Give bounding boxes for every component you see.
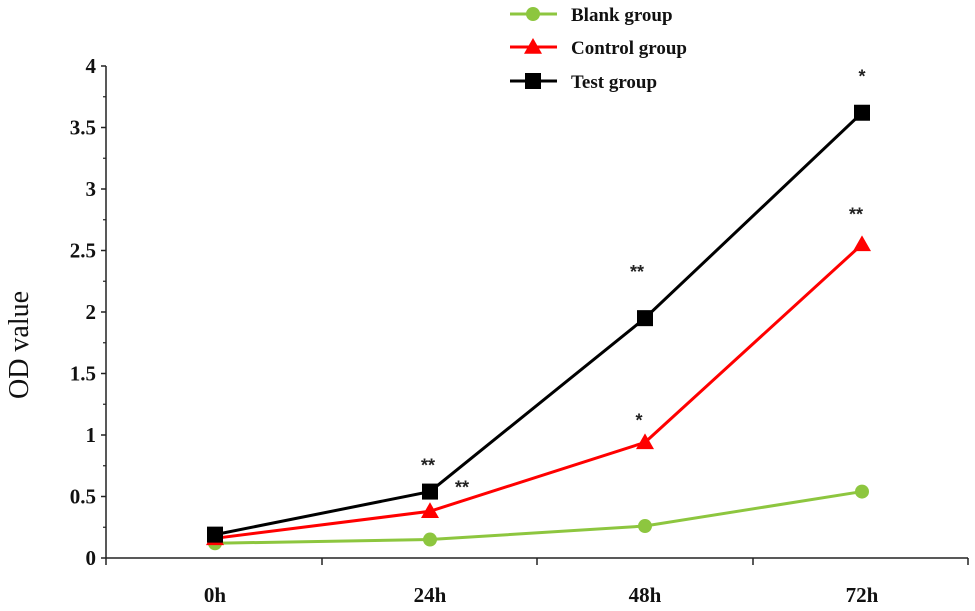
series-line (214, 111, 864, 537)
chart-legend: Blank group Control group Test group (510, 5, 687, 93)
x-tick-label: 24h (414, 583, 447, 607)
y-tick-label: 3.5 (70, 116, 96, 140)
significance-annotation: ** (630, 262, 644, 282)
chart-series (206, 104, 871, 551)
legend-label: Test group (571, 72, 657, 93)
y-tick-label: 2 (86, 300, 97, 324)
significance-annotation: * (635, 410, 642, 430)
data-point-square (525, 73, 541, 89)
x-tick-label: 48h (629, 583, 662, 607)
y-tick-label: 0.5 (70, 485, 96, 509)
y-axis-label: OD value (4, 291, 35, 399)
y-tick-label: 0 (86, 546, 97, 570)
series-line (214, 490, 863, 545)
y-tick-label: 1.5 (70, 362, 96, 386)
series-test-group (207, 104, 870, 543)
significance-annotation: ** (455, 477, 469, 497)
data-point-square (637, 310, 653, 327)
chart-annotations: ********** (421, 67, 866, 498)
data-point-triangle (524, 38, 542, 54)
data-point-square (422, 483, 438, 500)
legend-label: Blank group (571, 5, 673, 26)
x-tick-label: 0h (204, 583, 227, 607)
significance-annotation: ** (421, 456, 435, 476)
data-point-circle (638, 519, 652, 534)
data-point-triangle (421, 502, 439, 519)
significance-annotation: * (858, 67, 865, 87)
y-tick-label: 1 (86, 423, 97, 447)
significance-annotation: ** (849, 204, 863, 224)
data-point-square (207, 526, 223, 543)
y-tick-label: 2.5 (70, 239, 96, 263)
data-point-circle (855, 484, 869, 499)
legend-label: Control group (571, 38, 687, 59)
series-control-group (206, 235, 871, 546)
data-point-triangle (853, 235, 871, 252)
data-point-triangle (636, 433, 654, 450)
x-tick-label: 72h (846, 583, 879, 607)
data-point-circle (423, 532, 437, 547)
series-line (214, 243, 864, 540)
chart-axes: 0 0.5 1 1.5 2 2.5 3 3.5 4 0h 24h 48h 72h (70, 54, 969, 607)
y-tick-label: 4 (86, 54, 97, 78)
y-tick-label: 3 (86, 177, 97, 201)
data-point-square (854, 104, 870, 121)
data-point-circle (526, 7, 540, 21)
series-blank-group (208, 484, 869, 551)
